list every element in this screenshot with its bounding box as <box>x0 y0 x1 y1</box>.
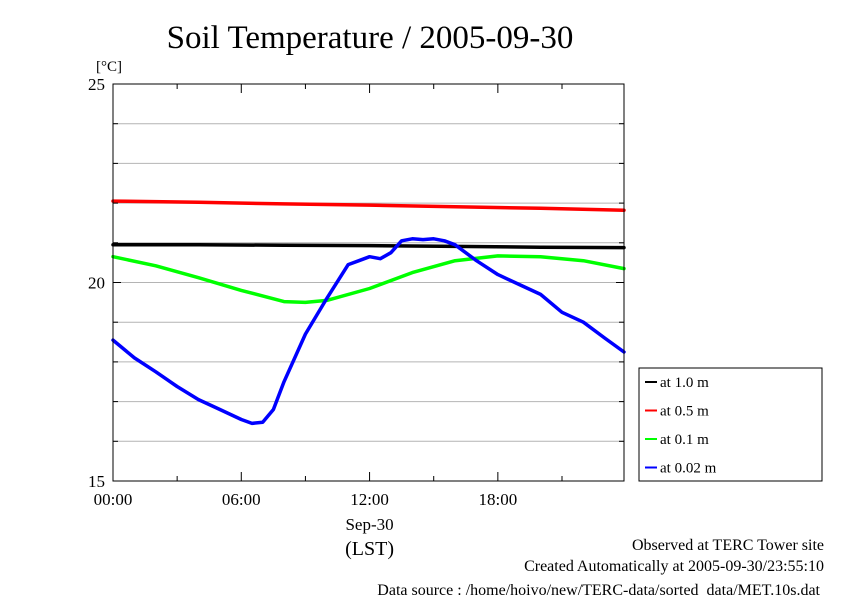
legend-label: at 0.1 m <box>660 432 709 448</box>
x-axis-unit: (LST) <box>345 538 394 560</box>
x-tick-label: 18:00 <box>478 490 517 509</box>
series-line <box>111 199 626 212</box>
series-line <box>111 254 626 305</box>
y-tick-label: 20 <box>88 274 105 293</box>
series-line <box>111 237 626 426</box>
y-axis-label: [°C] <box>96 59 122 75</box>
y-tick-label: 15 <box>88 472 105 491</box>
footer-created-time: Created Automatically at 2005-09-30/23:5… <box>524 558 824 575</box>
legend-label: at 0.5 m <box>660 404 709 420</box>
y-tick-label: 25 <box>88 75 105 94</box>
x-tick-label: 06:00 <box>222 490 261 509</box>
x-tick-label: 12:00 <box>350 490 389 509</box>
footer-data-source: Data source : /home/hoivo/new/TERC-data/… <box>377 582 820 595</box>
chart-title: Soil Temperature / 2005-09-30 <box>167 20 574 56</box>
legend-box <box>638 367 823 482</box>
footer-observed-site: Observed at TERC Tower site <box>632 537 824 554</box>
legend: at 1.0 m at 0.5 m at 0.1 m at 0.02 m <box>638 367 823 482</box>
axis-ticks: 15 20 25 00:00 06:00 12:00 18:00 <box>88 75 624 509</box>
series-lines <box>111 199 626 426</box>
x-axis-date: Sep-30 <box>345 515 393 534</box>
x-tick-label: 00:00 <box>94 490 133 509</box>
series-line <box>111 243 626 250</box>
legend-label: at 0.02 m <box>660 461 717 477</box>
legend-label: at 1.0 m <box>660 375 709 391</box>
